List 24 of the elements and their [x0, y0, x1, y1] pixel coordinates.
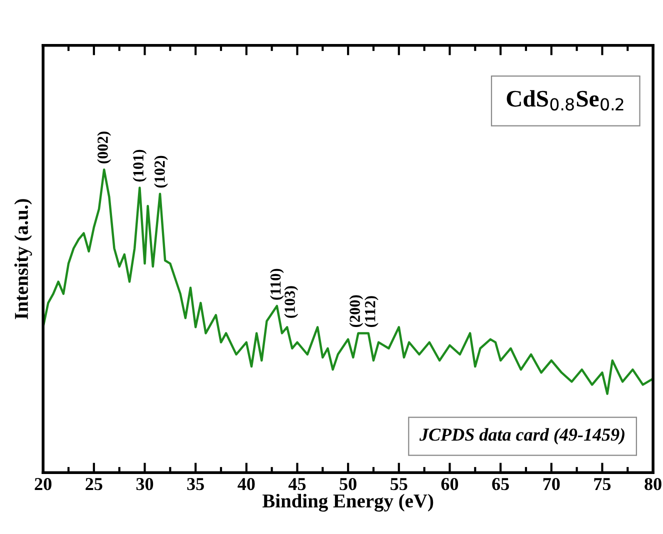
annotation: (112): [364, 296, 378, 327]
x-tick-label: 65: [492, 478, 509, 490]
x-tick-label: 40: [238, 478, 255, 490]
x-tick-label: 30: [136, 478, 154, 490]
x-tick-label: 75: [594, 478, 611, 490]
annotation: (110): [270, 268, 284, 300]
x-tick-label: 80: [644, 478, 662, 490]
annotation: (002): [97, 132, 112, 164]
x-tick-label: 70: [543, 478, 560, 490]
x-tick-label: 55: [390, 478, 408, 490]
x-tick-label: 50: [340, 478, 356, 490]
y-axis-title: Intensity (a.u.): [14, 199, 32, 320]
x-tick-label: 35: [187, 478, 204, 490]
annotation: JCPDS data card (49-1459): [419, 428, 624, 444]
x-tick-label: 60: [441, 478, 458, 490]
annotation: (103): [284, 286, 298, 318]
x-tick-label: 20: [34, 478, 52, 490]
annotation: (200): [349, 295, 364, 327]
text: CdS$_{0.8}$Se$_{0.2}$: [506, 90, 624, 111]
x-tick-label: 45: [288, 478, 306, 490]
annotation: (101): [132, 150, 147, 182]
x-tick-label: 25: [86, 478, 102, 490]
x-axis-title: Binding Energy (eV): [262, 494, 434, 512]
annotation: (102): [154, 156, 168, 188]
